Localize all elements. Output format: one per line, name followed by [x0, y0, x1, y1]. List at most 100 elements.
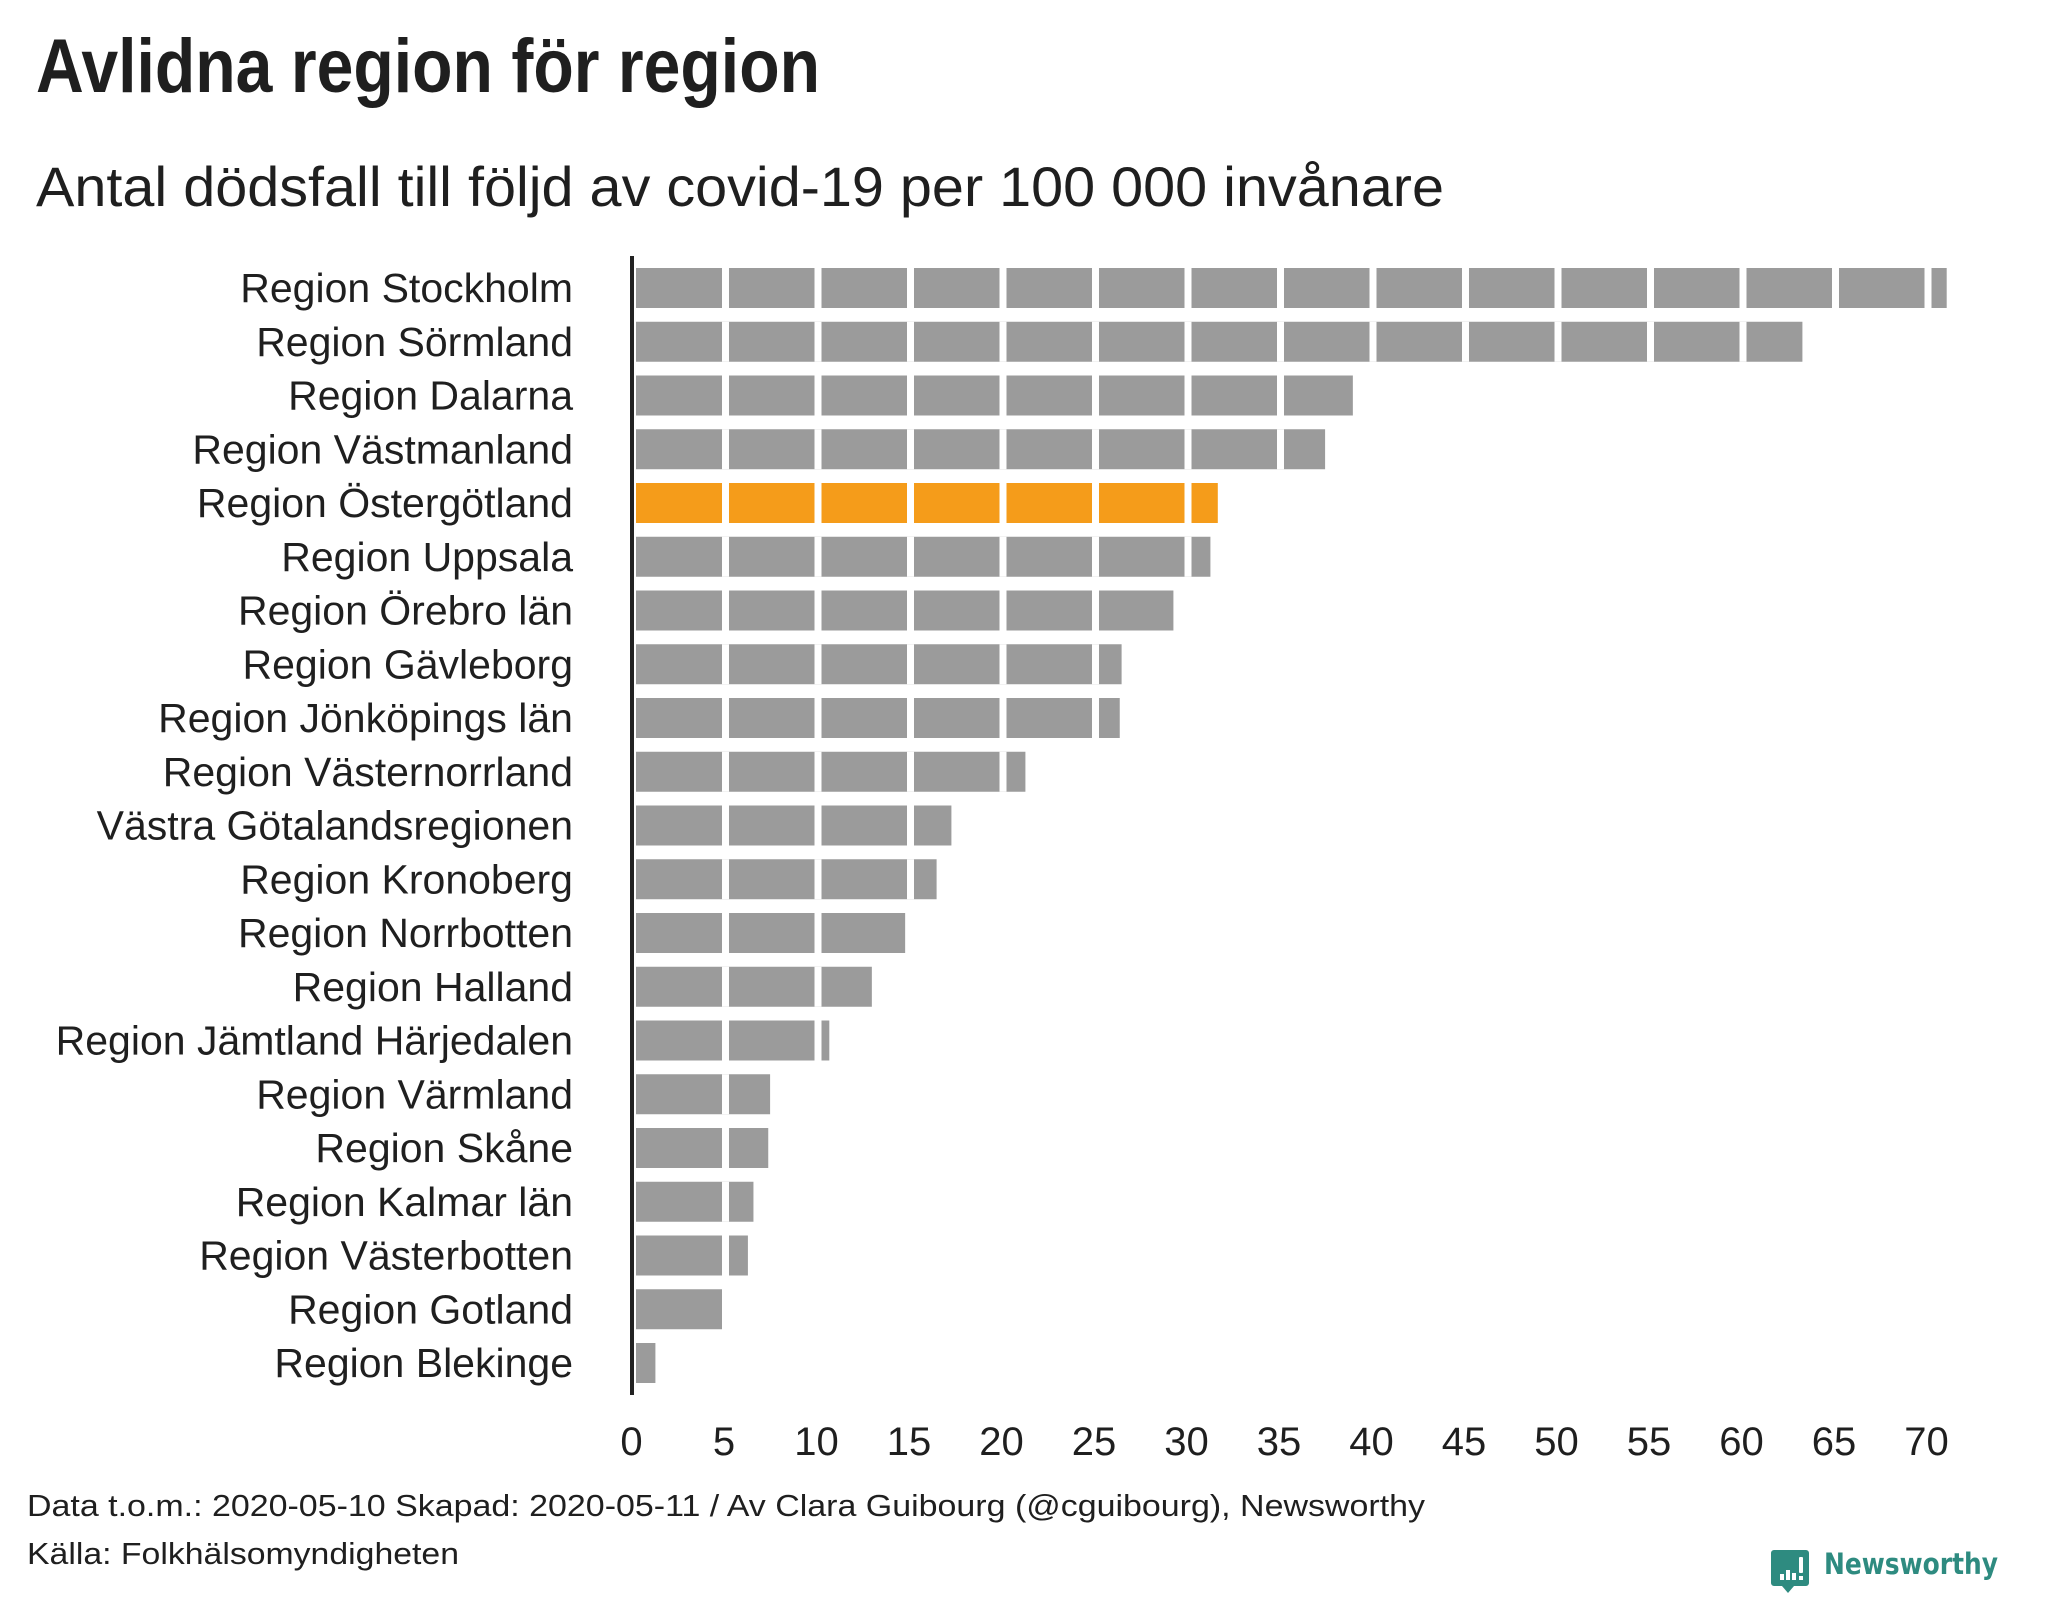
- category-label: Region Stockholm: [240, 265, 573, 311]
- category-label: Region Örebro län: [238, 588, 573, 634]
- segment-gap: [1184, 268, 1192, 308]
- segment-gap: [1092, 483, 1099, 523]
- segment-gap: [722, 913, 729, 953]
- segment-gap: [814, 966, 822, 1007]
- bar: [636, 1181, 754, 1222]
- segment-gap: [1739, 321, 1747, 362]
- segment-gap: [814, 268, 822, 308]
- segment-gap: [1277, 321, 1284, 362]
- segment-gaps: [722, 268, 1932, 1276]
- bar: [636, 1343, 656, 1383]
- segment-gap: [814, 375, 822, 416]
- x-tick-label: 65: [1812, 1420, 1857, 1464]
- brand-name: Newsworthy: [1824, 1547, 1998, 1581]
- segment-gap: [722, 375, 729, 416]
- x-tick-label: 25: [1072, 1420, 1117, 1464]
- category-label: Region Västmanland: [192, 426, 573, 472]
- category-label: Västra Götalandsregionen: [97, 803, 573, 849]
- segment-gap: [1647, 268, 1654, 308]
- segment-gap: [1184, 483, 1192, 523]
- segment-gap: [814, 698, 822, 738]
- segment-gap: [1462, 321, 1469, 362]
- bar: [636, 1020, 830, 1061]
- segment-gap: [722, 321, 729, 362]
- segment-gap: [999, 590, 1007, 631]
- segment-gap: [907, 483, 914, 523]
- x-tick-label: 40: [1349, 1420, 1394, 1464]
- segment-gap: [999, 644, 1007, 685]
- segment-gap: [999, 321, 1007, 362]
- segment-gap: [907, 751, 914, 792]
- segment-gap: [999, 429, 1007, 470]
- segment-gap: [814, 536, 822, 577]
- category-label: Region Västernorrland: [163, 749, 573, 795]
- category-label: Region Västerbotten: [199, 1233, 573, 1279]
- bar: [636, 913, 906, 953]
- category-label: Region Kalmar län: [236, 1179, 573, 1225]
- bar: [636, 1235, 748, 1276]
- bar: [636, 698, 1120, 738]
- segment-gap: [814, 805, 822, 846]
- segment-gap: [1092, 321, 1099, 362]
- segment-gap: [814, 859, 822, 900]
- segment-gap: [907, 590, 914, 631]
- category-label: Region Uppsala: [281, 534, 573, 580]
- segment-gap: [1092, 429, 1099, 470]
- x-tick-label: 30: [1164, 1420, 1209, 1464]
- bar: [636, 268, 1947, 308]
- segment-gap: [722, 1181, 729, 1222]
- segment-gap: [1184, 375, 1192, 416]
- segment-gap: [814, 429, 822, 470]
- segment-gap: [1924, 268, 1932, 308]
- bar: [636, 536, 1211, 577]
- bar: [636, 1128, 769, 1168]
- bar: [636, 751, 1026, 792]
- category-label: Region Jönköpings län: [158, 695, 573, 741]
- segment-gap: [907, 268, 914, 308]
- bar: [636, 1074, 771, 1115]
- segment-gap: [999, 375, 1007, 416]
- category-label: Region Blekinge: [274, 1340, 573, 1386]
- segment-gap: [1184, 429, 1192, 470]
- bar: [636, 483, 1218, 523]
- segment-gap: [1462, 268, 1469, 308]
- segment-gap: [1092, 536, 1099, 577]
- x-tick-label: 15: [887, 1420, 932, 1464]
- bar: [636, 375, 1353, 416]
- segment-gap: [814, 590, 822, 631]
- segment-gap: [907, 859, 914, 900]
- category-label: Region Värmland: [256, 1071, 573, 1117]
- bar: [636, 429, 1326, 470]
- category-label: Region Gävleborg: [243, 641, 573, 687]
- category-label: Region Jämtland Härjedalen: [56, 1018, 573, 1064]
- newsworthy-logo: Newsworthy: [1771, 1547, 1998, 1593]
- category-label: Region Dalarna: [288, 373, 573, 419]
- segment-gap: [722, 1128, 729, 1168]
- segment-gap: [722, 859, 729, 900]
- segment-gap: [722, 590, 729, 631]
- x-tick-label: 10: [794, 1420, 839, 1464]
- segment-gap: [722, 429, 729, 470]
- segment-gap: [722, 268, 729, 308]
- segment-gap: [722, 1020, 729, 1061]
- category-label: Region Sörmland: [256, 319, 573, 365]
- footer-credits: Data t.o.m.: 2020-05-10 Skapad: 2020-05-…: [27, 1488, 1426, 1523]
- category-label: Region Skåne: [315, 1125, 573, 1171]
- bar: [636, 644, 1122, 685]
- category-label: Region Norrbotten: [238, 910, 573, 956]
- segment-gap: [907, 321, 914, 362]
- x-tick-label: 60: [1719, 1420, 1764, 1464]
- segment-gap: [814, 483, 822, 523]
- segment-gap: [1092, 268, 1099, 308]
- x-tick-label: 0: [620, 1420, 642, 1464]
- segment-gap: [907, 698, 914, 738]
- bar: [636, 859, 937, 900]
- category-labels: Region Stockholm Region Sörmland Region Da…: [56, 265, 574, 1386]
- segment-gap: [722, 698, 729, 738]
- segment-gap: [1277, 375, 1284, 416]
- chart-subtitle: Antal dödsfall till följd av covid-19 pe…: [36, 155, 1444, 218]
- segment-gap: [1554, 321, 1562, 362]
- segment-gap: [814, 751, 822, 792]
- segment-gap: [1092, 698, 1099, 738]
